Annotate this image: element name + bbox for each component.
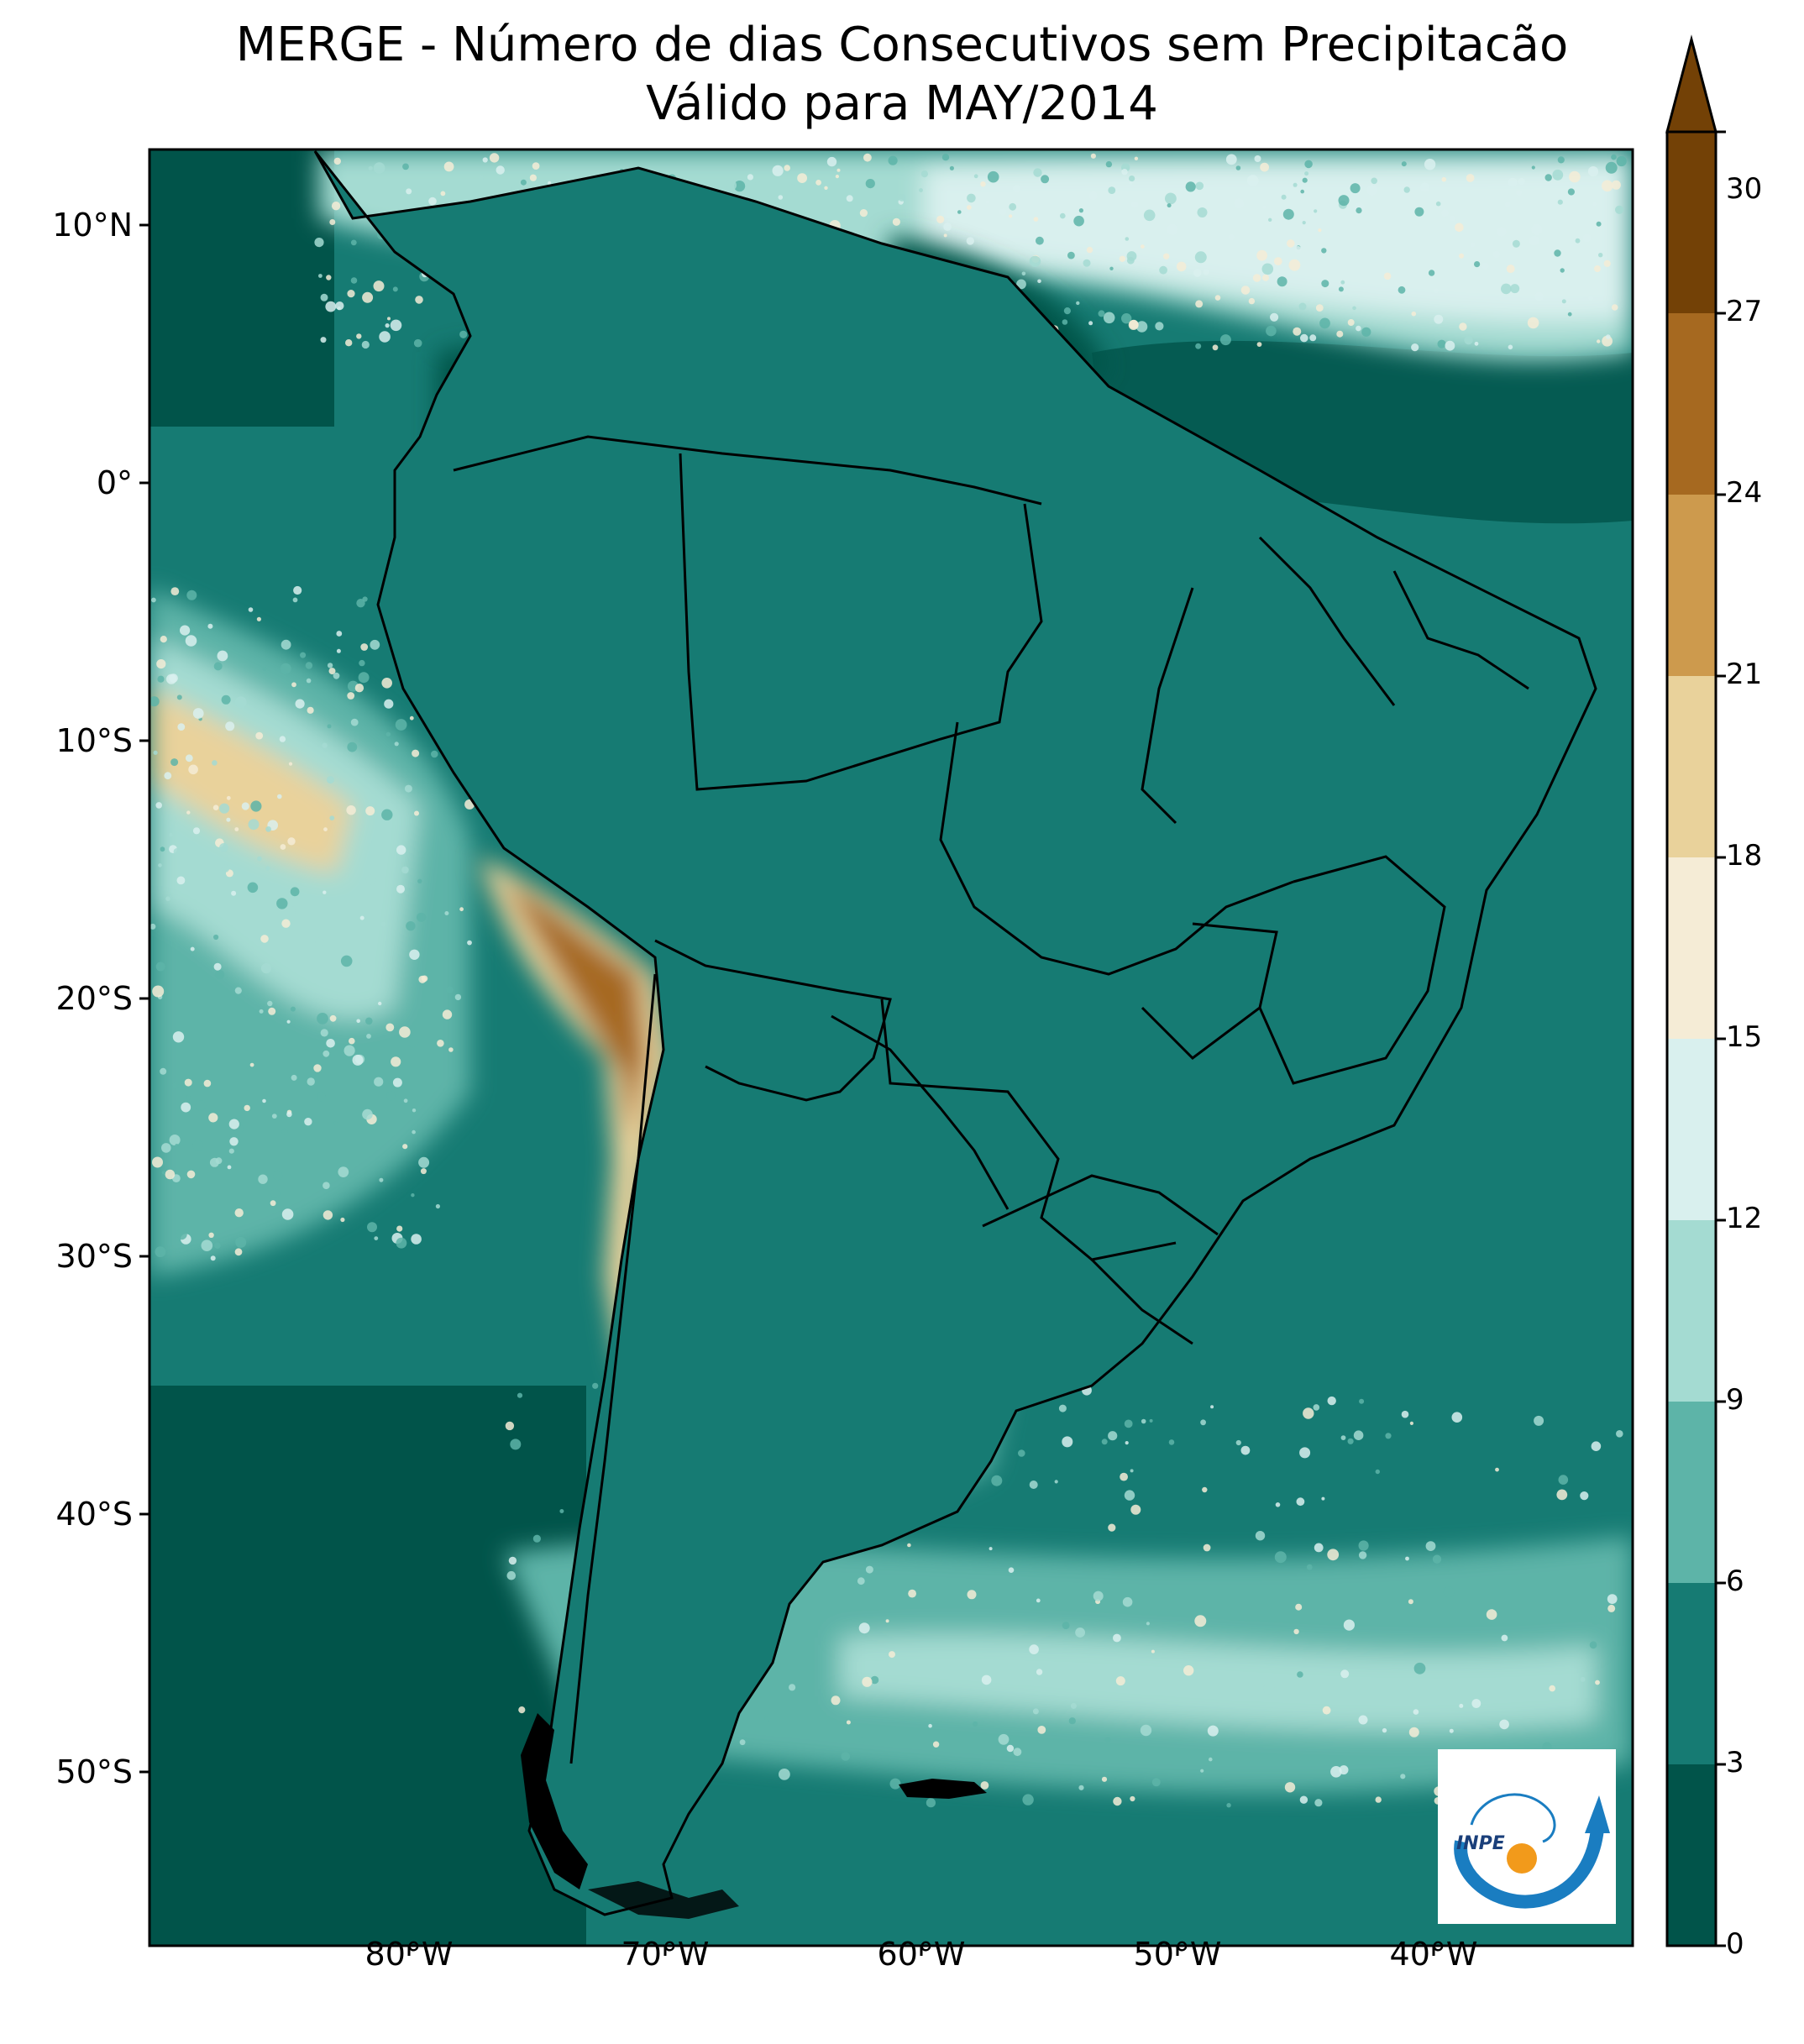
colorbar-tick-label: 3: [1726, 1746, 1744, 1779]
colorbar-extend-arrow: [1665, 34, 1717, 134]
colorbar-segment: [1667, 495, 1716, 676]
inpe-logo-icon: [1454, 1793, 1610, 1909]
colorbar: [1665, 34, 1726, 1947]
lon-tick-label: 80°W: [364, 1936, 454, 1973]
colorbar-segment: [1667, 1039, 1716, 1220]
colorbar-tick-label: 24: [1726, 476, 1763, 510]
colorbar-tick-label: 12: [1726, 1202, 1763, 1235]
inpe-logo-text: INPE: [1456, 1833, 1505, 1854]
colorbar-tick-label: 18: [1726, 839, 1763, 873]
lat-tick-label: 30°S: [55, 1238, 133, 1275]
chart-title: MERGE - Número de dias Consecutivos sem …: [235, 18, 1569, 72]
lat-tick-label: 10°S: [55, 722, 133, 759]
lon-tick-label: 60°W: [877, 1936, 966, 1973]
lat-tick-label: 50°S: [55, 1753, 133, 1790]
colorbar-tick-label: 21: [1726, 658, 1763, 691]
colorbar-segment: [1667, 1220, 1716, 1402]
colorbar-tick-label: 27: [1726, 295, 1763, 328]
lat-tick-label: 20°S: [55, 980, 133, 1017]
lon-tick-label: 70°W: [621, 1936, 710, 1973]
chart-subtitle: Válido para MAY/2014: [646, 76, 1158, 131]
colorbar-tick-label: 6: [1726, 1564, 1744, 1598]
colorbar-segment: [1667, 857, 1716, 1039]
colorbar-segment: [1667, 132, 1716, 313]
colorbar-tick-label: 30: [1726, 172, 1763, 206]
lat-tick-label: 0°: [96, 464, 133, 501]
lon-tick-label: 50°W: [1133, 1936, 1222, 1973]
colorbar-segment: [1667, 1764, 1716, 1946]
colorbar-tick-label: 9: [1726, 1383, 1744, 1417]
colorbar-tick-label: 15: [1726, 1020, 1763, 1054]
lon-tick-label: 40°W: [1389, 1936, 1478, 1973]
lat-tick-label: 40°S: [55, 1496, 133, 1533]
colorbar-tick-label: 0: [1726, 1927, 1744, 1961]
colorbar-segment: [1667, 313, 1716, 495]
colorbar-segment: [1667, 1402, 1716, 1583]
colorbar-segment: [1667, 1583, 1716, 1764]
inpe-logo: INPE: [1438, 1749, 1616, 1924]
lat-tick-label: 10°N: [52, 207, 133, 244]
colorbar-segment: [1667, 676, 1716, 857]
